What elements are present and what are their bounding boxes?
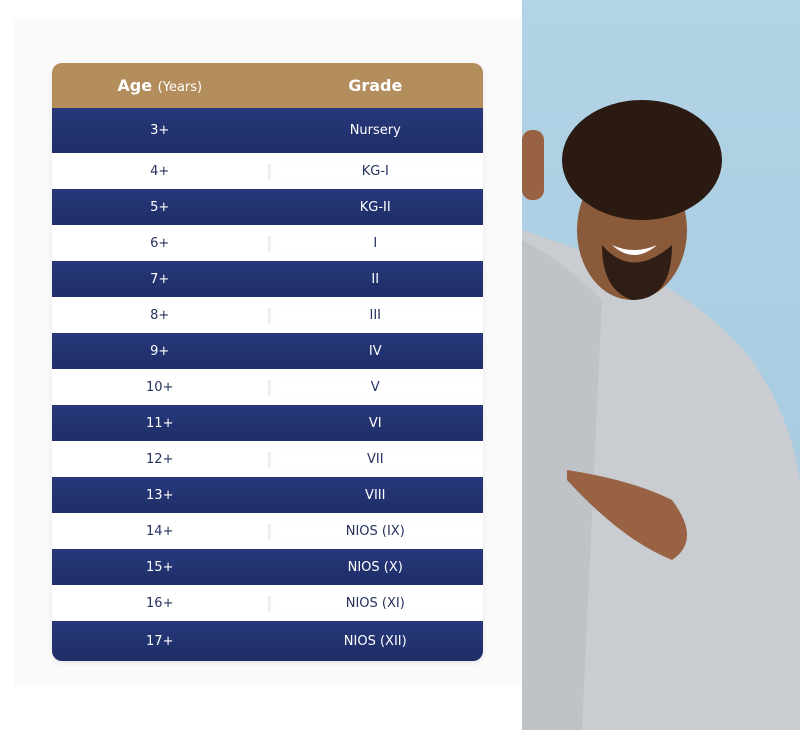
table-row: 15+ NIOS (X) [52, 549, 483, 585]
table-row: 8+ III [52, 297, 483, 333]
age-cell: 3+ [150, 123, 170, 138]
table-row: 9+ IV [52, 333, 483, 369]
table-row: 13+ VIII [52, 477, 483, 513]
table-header: Age (Years) Grade [52, 63, 483, 108]
age-cell: 17+ [146, 633, 174, 649]
grade-cell: NIOS (IX) [268, 524, 484, 539]
table-row: 5+ KG-II [52, 189, 483, 225]
age-column-header: Age (Years) [117, 76, 203, 95]
age-cell: 11+ [146, 415, 174, 431]
table-row: 10+ V [52, 369, 483, 405]
age-cell: 14+ [146, 523, 174, 539]
grade-cell: VII [268, 452, 484, 467]
grade-cell: KG-II [359, 199, 391, 215]
age-grade-table: Age (Years) Grade 3+ Nursery 4+ KG-I 5+ KG-II… [52, 63, 483, 661]
table-row: 14+ NIOS (IX) [52, 513, 483, 549]
grade-cell: I [268, 236, 484, 251]
age-cell: 15+ [146, 559, 174, 575]
grade-cell: NIOS (XI) [268, 596, 484, 611]
table-row: 7+ II [52, 261, 483, 297]
table-row: 6+ I [52, 225, 483, 261]
grade-cell: V [268, 380, 484, 395]
grade-cell: IV [368, 343, 382, 359]
age-cell: 9+ [150, 343, 170, 359]
age-cell: 6+ [150, 235, 170, 251]
table-row: 4+ KG-I [52, 153, 483, 189]
age-cell: 5+ [150, 199, 170, 215]
table-row: 17+ NIOS (XII) [52, 621, 483, 661]
age-cell: 13+ [146, 487, 174, 503]
grade-cell: Nursery [349, 123, 401, 138]
grade-cell: III [268, 308, 484, 323]
smiling-man-photo [522, 0, 800, 730]
table-row: 3+ Nursery [52, 108, 483, 153]
grade-cell: NIOS (X) [347, 559, 403, 575]
grade-cell: KG-I [268, 164, 484, 179]
table-row: 16+ NIOS (XI) [52, 585, 483, 621]
age-cell: 12+ [146, 451, 174, 467]
grade-cell: VI [368, 415, 382, 431]
age-cell: 7+ [150, 271, 170, 287]
grade-column-header: Grade [348, 76, 403, 95]
age-cell: 16+ [146, 595, 174, 611]
grade-cell: NIOS (XII) [343, 633, 407, 649]
table-row: 12+ VII [52, 441, 483, 477]
table-row: 11+ VI [52, 405, 483, 441]
grade-cell: II [371, 271, 380, 287]
age-cell: 8+ [150, 307, 170, 323]
age-cell: 4+ [150, 163, 170, 179]
age-cell: 10+ [146, 379, 174, 395]
grade-cell: VIII [365, 487, 386, 503]
